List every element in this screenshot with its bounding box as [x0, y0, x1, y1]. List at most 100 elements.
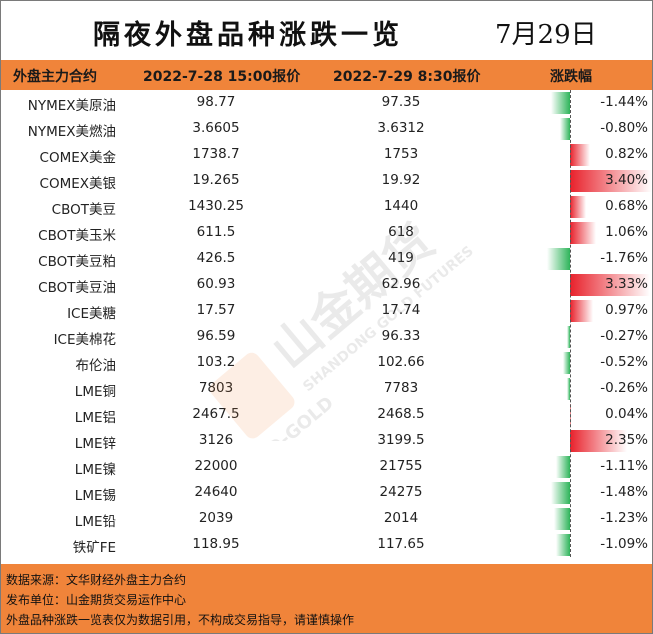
price-prev-cell: 24640 — [194, 484, 238, 500]
change-bar — [570, 170, 652, 192]
change-pct-cell: 0.82% — [605, 146, 648, 162]
table-row: 布伦油 103.2 102.66 -0.52% — [1, 350, 652, 376]
price-curr-cell: 1440 — [383, 198, 419, 214]
change-bar — [566, 378, 570, 400]
table-row: CBOT美豆 1430.25 1440 0.68% — [1, 194, 652, 220]
table-row: LME铜 7803 7783 -0.26% — [1, 376, 652, 402]
table-row: NYMEX美燃油 3.6605 3.6312 -0.80% — [1, 116, 652, 142]
change-bar — [570, 196, 587, 218]
contract-name: LME锡 — [74, 488, 116, 504]
footer-disclaimer: 外盘品种涨跌一览表仅为数据引用，不构成交易指导，请谨慎操作 — [6, 613, 355, 627]
change-bar — [570, 144, 590, 166]
price-prev-cell: 17.57 — [196, 302, 236, 318]
table-row: CBOT美豆粕 426.5 419 -1.76% — [1, 246, 652, 272]
change-pct-cell: -0.80% — [600, 120, 648, 136]
change-bar — [551, 92, 570, 114]
change-bar — [563, 352, 570, 374]
report-date: 7月29日 — [495, 20, 597, 50]
change-pct-cell: 3.40% — [605, 172, 648, 188]
price-prev-cell: 3.6605 — [192, 120, 240, 136]
price-curr-cell: 97.35 — [381, 94, 421, 110]
table-row: COMEX美银 19.265 19.92 3.40% — [1, 168, 652, 194]
price-prev-cell: 1738.7 — [192, 146, 240, 162]
table-row: LME锌 3126 3199.5 2.35% — [1, 428, 652, 454]
page-title: 隔夜外盘品种涨跌一览 — [93, 20, 403, 51]
change-pct-cell: -1.44% — [600, 94, 648, 110]
change-bar — [555, 534, 570, 556]
change-pct-cell: -1.09% — [600, 536, 648, 552]
table-row: COMEX美金 1738.7 1753 0.82% — [1, 142, 652, 168]
contract-name: CBOT美玉米 — [38, 228, 116, 244]
price-curr-cell: 7783 — [383, 380, 419, 396]
change-pct-cell: -0.26% — [600, 380, 648, 396]
change-bar — [555, 456, 570, 478]
table-row: CBOT美玉米 611.5 618 1.06% — [1, 220, 652, 246]
change-bar — [554, 508, 570, 530]
header-price-curr: 2022-7-29 8:30报价 — [333, 69, 481, 85]
price-curr-cell: 24275 — [379, 484, 423, 500]
contract-name: COMEX美金 — [39, 150, 116, 166]
contract-name: 铁矿FE — [72, 540, 116, 556]
footer: 数据来源：文华财经外盘主力合约 发布单位：山金期货交易运作中心 外盘品种涨跌一览… — [1, 564, 652, 633]
contract-name: NYMEX美燃油 — [27, 124, 116, 140]
change-pct-cell: -0.27% — [600, 328, 648, 344]
price-prev-cell: 22000 — [194, 458, 238, 474]
change-pct-cell: -1.48% — [600, 484, 648, 500]
contract-name: 布伦油 — [75, 358, 117, 374]
table-row: LME镍 22000 21755 -1.11% — [1, 454, 652, 480]
price-curr-cell: 3199.5 — [377, 432, 425, 448]
contract-name: LME铅 — [74, 514, 116, 530]
price-curr-cell: 618 — [388, 224, 414, 240]
change-zero-axis — [570, 90, 571, 557]
change-bar — [570, 222, 596, 244]
change-bar — [566, 326, 570, 348]
table-row: LME铅 2039 2014 -1.23% — [1, 506, 652, 532]
change-pct-cell: 1.06% — [605, 224, 648, 240]
header-change: 涨跌幅 — [550, 69, 592, 85]
price-prev-cell: 3126 — [198, 432, 234, 448]
table-row: 铁矿FE 118.95 117.65 -1.09% — [1, 532, 652, 558]
contract-name: CBOT美豆油 — [38, 280, 116, 296]
table-header: 外盘主力合约 2022-7-28 15:00报价 2022-7-29 8:30报… — [1, 60, 652, 90]
change-bar — [550, 482, 570, 504]
table-row: ICE美糖 17.57 17.74 0.97% — [1, 298, 652, 324]
price-prev-cell: 2039 — [198, 510, 234, 526]
contract-name: CBOT美豆粕 — [38, 254, 116, 270]
price-prev-cell: 2467.5 — [192, 406, 240, 422]
table-row: CBOT美豆油 60.93 62.96 3.33% — [1, 272, 652, 298]
contract-name: COMEX美银 — [39, 176, 116, 192]
table-row: NYMEX美原油 98.77 97.35 -1.44% — [1, 90, 652, 116]
change-bar — [559, 118, 570, 140]
contract-name: NYMEX美原油 — [27, 98, 116, 114]
contract-name: CBOT美豆 — [51, 202, 116, 218]
change-pct-cell: 2.35% — [605, 432, 648, 448]
price-prev-cell: 103.2 — [196, 354, 236, 370]
price-prev-cell: 96.59 — [196, 328, 236, 344]
change-bar — [570, 430, 627, 452]
table-row: LME铝 2467.5 2468.5 0.04% — [1, 402, 652, 428]
price-prev-cell: 60.93 — [196, 276, 236, 292]
price-prev-cell: 426.5 — [196, 250, 236, 266]
contract-name: LME锌 — [74, 436, 116, 452]
contract-name: LME镍 — [74, 462, 116, 478]
change-pct-cell: 0.97% — [605, 302, 648, 318]
title-row: 隔夜外盘品种涨跌一览 7月29日 — [1, 1, 652, 59]
change-pct-cell: 3.33% — [605, 276, 648, 292]
table-row: LME锡 24640 24275 -1.48% — [1, 480, 652, 506]
price-prev-cell: 611.5 — [196, 224, 236, 240]
price-curr-cell: 17.74 — [381, 302, 421, 318]
price-curr-cell: 102.66 — [377, 354, 425, 370]
change-pct-cell: -0.52% — [600, 354, 648, 370]
contract-name: ICE美棉花 — [53, 332, 116, 348]
change-pct-cell: 0.04% — [605, 406, 648, 422]
footer-source: 数据来源：文华财经外盘主力合约 — [6, 573, 187, 587]
change-pct-cell: -1.11% — [600, 458, 648, 474]
price-curr-cell: 1753 — [383, 146, 419, 162]
price-prev-cell: 7803 — [198, 380, 234, 396]
price-curr-cell: 21755 — [379, 458, 423, 474]
change-bar — [570, 300, 594, 322]
change-pct-cell: 0.68% — [605, 198, 648, 214]
price-curr-cell: 117.65 — [377, 536, 425, 552]
price-prev-cell: 98.77 — [196, 94, 236, 110]
